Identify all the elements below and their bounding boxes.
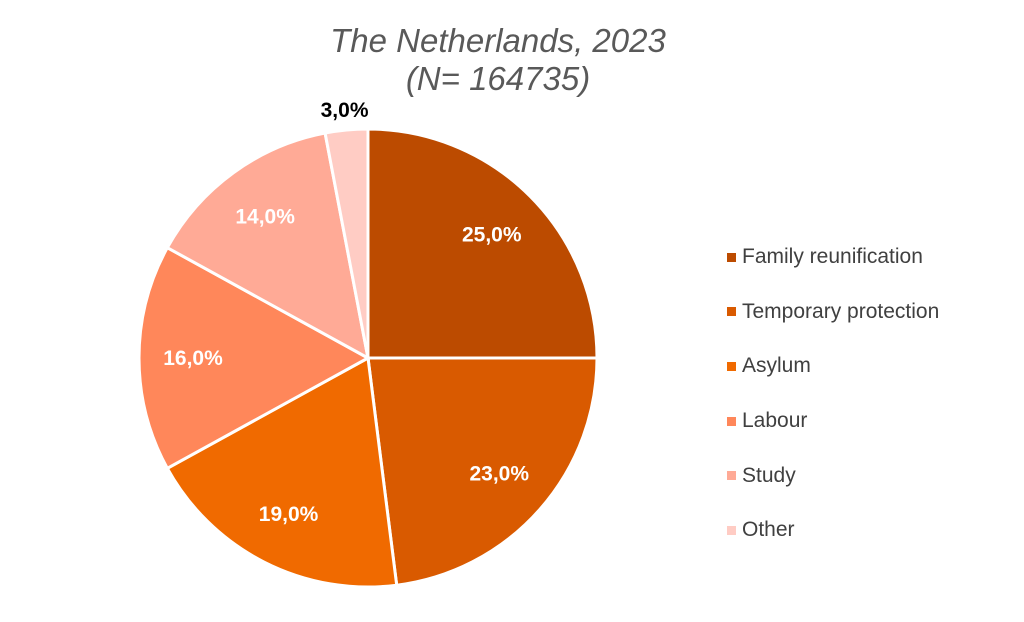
legend-item-asylum: Asylum (727, 339, 939, 394)
legend-item-study: Study (727, 448, 939, 503)
data-label-family-reunification: 25,0% (462, 223, 522, 246)
legend-label: Other (742, 518, 795, 542)
legend-item-temporary-protection: Temporary protection (727, 285, 939, 340)
pie-slice-family-reunification (366, 127, 599, 360)
legend-swatch (727, 307, 736, 317)
data-label-labour: 16,0% (163, 347, 223, 370)
legend-item-labour: Labour (727, 394, 939, 449)
chart-subtitle: (N= 164735) (405, 60, 591, 97)
legend-swatch (727, 471, 736, 481)
pie-slice-study (165, 131, 371, 361)
legend-swatch (727, 525, 736, 535)
pie-slice-asylum (165, 355, 399, 589)
data-label-asylum: 19,0% (259, 503, 319, 526)
legend-label: Study (742, 463, 796, 487)
legend-swatch (727, 361, 736, 371)
legend-label: Asylum (742, 354, 811, 378)
pie-slice-labour (137, 245, 372, 471)
data-label-study: 14,0% (235, 205, 295, 228)
legend: Family reunification Temporary protection… (727, 230, 939, 558)
legend-item-family-reunification: Family reunification (727, 230, 939, 285)
data-label-other: 3,0% (321, 99, 369, 122)
data-label-temporary-protection: 23,0% (469, 463, 529, 486)
legend-swatch (727, 416, 736, 426)
chart-title: The Netherlands, 2023 (330, 22, 666, 59)
pie-slice-temporary-protection (366, 356, 599, 587)
legend-label: Labour (742, 409, 808, 433)
pie-slice-other (323, 127, 370, 359)
legend-label: Temporary protection (742, 299, 940, 323)
legend-item-other: Other (727, 503, 939, 558)
legend-label: Family reunification (742, 245, 923, 269)
legend-swatch (727, 252, 736, 262)
